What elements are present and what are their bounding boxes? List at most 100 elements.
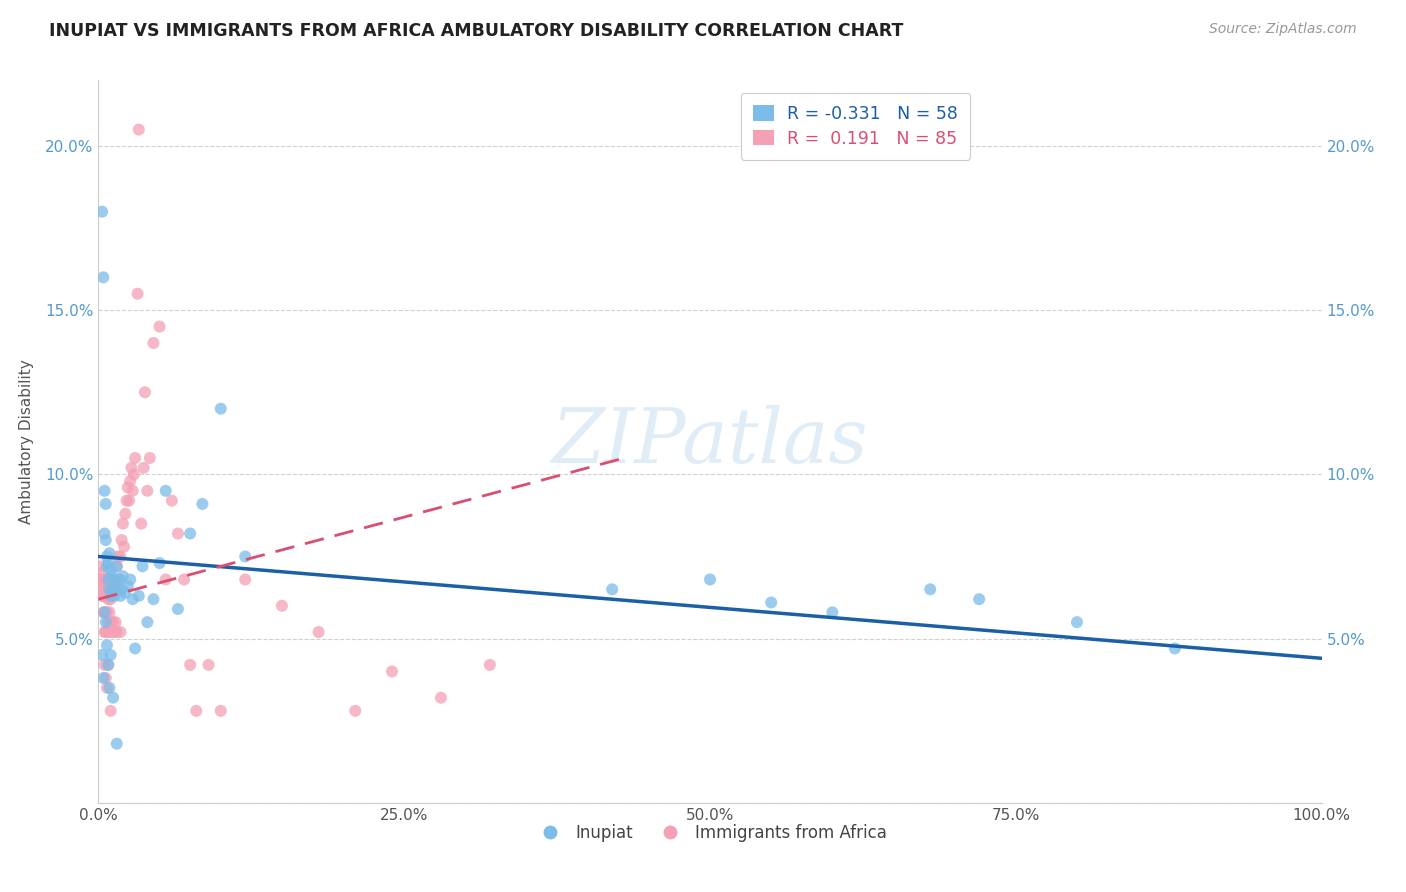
Point [100,615,122,630]
Point [91,589,114,603]
Point [110,625,132,640]
Point [270,599,294,613]
Point [91,582,114,597]
Point [115,493,138,508]
Point [94,589,117,603]
Point [104,582,127,597]
Point [124,450,146,465]
Point [179,526,201,541]
Point [91,648,114,662]
Point [93,625,115,640]
Point [93,605,115,619]
Point [117,579,139,593]
Point [111,533,134,547]
Point [128,122,150,136]
Point [381,665,404,679]
Point [105,559,128,574]
Point [142,592,165,607]
Legend: Inupiat, Immigrants from Africa: Inupiat, Immigrants from Africa [527,817,893,848]
Point [167,526,190,541]
Point [98,582,121,597]
Point [120,460,142,475]
Point [94,573,117,587]
Point [91,589,114,603]
Point [132,460,155,475]
Point [104,615,127,630]
Point [600,582,623,597]
Y-axis label: Ambulatory Disability: Ambulatory Disability [20,359,34,524]
Point [114,585,136,599]
Point [127,286,149,301]
Point [96,681,118,695]
Point [197,657,219,672]
Point [108,573,131,587]
Point [94,615,117,630]
Point [121,483,143,498]
Point [149,556,172,570]
Point [131,559,153,574]
Point [149,319,172,334]
Point [122,467,145,482]
Text: INUPIAT VS IMMIGRANTS FROM AFRICA AMBULATORY DISABILITY CORRELATION CHART: INUPIAT VS IMMIGRANTS FROM AFRICA AMBULA… [49,22,904,40]
Point [100,704,122,718]
Point [101,569,124,583]
Point [111,582,134,597]
Point [98,681,121,695]
Point [155,573,177,587]
Point [97,615,120,630]
Point [920,582,942,597]
Point [139,450,162,465]
Point [209,704,232,718]
Point [108,573,131,587]
Point [1066,615,1088,630]
Point [134,385,156,400]
Point [97,573,120,587]
Point [155,483,177,498]
Point [118,493,141,508]
Point [94,605,117,619]
Point [179,657,201,672]
Point [142,336,165,351]
Point [112,540,135,554]
Text: ZIPatlas: ZIPatlas [551,405,869,478]
Point [101,625,124,640]
Point [96,605,118,619]
Point [93,483,115,498]
Point [89,573,111,587]
Point [94,533,117,547]
Point [111,516,134,531]
Point [761,595,783,609]
Point [90,582,112,597]
Point [96,638,118,652]
Point [91,605,114,619]
Point [117,481,139,495]
Point [136,615,159,630]
Point [478,657,501,672]
Point [91,573,114,587]
Point [128,589,150,603]
Point [97,573,120,587]
Point [93,589,115,603]
Point [101,582,124,597]
Point [104,573,127,587]
Point [160,493,183,508]
Point [96,559,118,574]
Point [98,582,121,597]
Point [100,573,122,587]
Point [136,483,159,498]
Point [96,582,118,597]
Point [101,615,124,630]
Point [699,573,721,587]
Point [120,573,142,587]
Point [97,657,120,672]
Point [105,625,128,640]
Point [105,559,128,574]
Point [98,625,121,640]
Point [91,671,114,685]
Point [103,589,125,603]
Point [821,605,844,619]
Point [1164,641,1187,656]
Point [100,589,122,603]
Point [209,401,232,416]
Point [94,497,117,511]
